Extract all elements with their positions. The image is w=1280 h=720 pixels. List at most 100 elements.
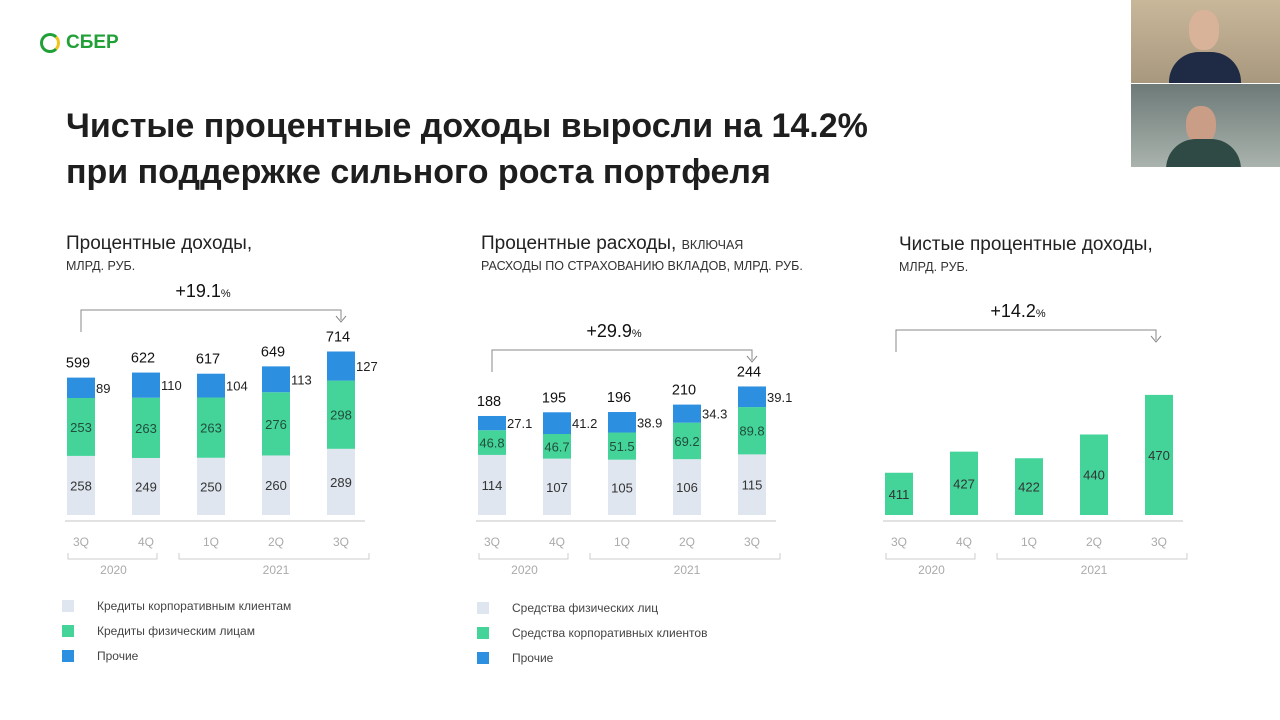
- bar-segment: [543, 412, 571, 435]
- legend-item: Средства физических лиц: [477, 595, 707, 620]
- bar-segment: [197, 397, 225, 458]
- legend-label: Прочие: [512, 650, 554, 665]
- x-tick-label: 1Q: [203, 535, 219, 549]
- bar-segment: [67, 377, 95, 398]
- chart2-title-suffix: включая: [681, 238, 744, 252]
- x-tick-label: 3Q: [891, 535, 907, 549]
- data-label: 38.9: [637, 415, 662, 430]
- bar-segment: [262, 366, 290, 393]
- total-label: 599: [66, 356, 90, 372]
- x-tick-label: 1Q: [614, 535, 630, 549]
- data-label: 411: [889, 487, 910, 502]
- person-suit: [1169, 52, 1241, 83]
- data-label: 104: [226, 379, 248, 394]
- person-head: [1186, 106, 1216, 144]
- chart3-title-text: Чистые процентные доходы,: [899, 234, 1153, 255]
- total-label: 188: [477, 394, 501, 410]
- data-label: 263: [200, 421, 222, 436]
- x-tick-label: 3Q: [73, 535, 89, 549]
- year-bracket: [589, 553, 781, 560]
- bar-segment: [673, 459, 701, 515]
- bar-segment: [950, 451, 978, 515]
- year-bracket: [67, 553, 158, 560]
- bar-segment: [132, 457, 160, 515]
- x-tick-label: 4Q: [138, 535, 154, 549]
- total-label: 649: [261, 344, 285, 360]
- chart1-title: Процентные доходы, МЛРД. РУБ.: [66, 233, 252, 273]
- data-label: 422: [1018, 480, 1040, 495]
- bar-segment: [132, 397, 160, 458]
- total-label: 196: [607, 390, 631, 406]
- bar-segment: [543, 434, 571, 459]
- chart2-subtitle: расходы по страхованию вкладов, млрд. ру…: [481, 259, 803, 273]
- legend-label: Средства корпоративных клиентов: [512, 625, 708, 640]
- bar-segment: [327, 448, 355, 515]
- bar-segment: [738, 407, 766, 455]
- data-label: 250: [200, 479, 222, 494]
- legend-item: Кредиты физическим лицам: [62, 618, 291, 643]
- growth-label: +19.1%: [175, 281, 231, 301]
- bar-segment: [197, 457, 225, 515]
- bar-segment: [1145, 394, 1173, 515]
- year-label: 2020: [918, 563, 945, 577]
- legend-label: Кредиты физическим лицам: [97, 623, 255, 638]
- x-tick-label: 3Q: [484, 535, 500, 549]
- year-label: 2021: [674, 563, 701, 577]
- bar-segment: [608, 412, 636, 433]
- bar-segment: [885, 472, 913, 515]
- total-label: 195: [542, 390, 566, 406]
- data-label: 114: [482, 478, 503, 493]
- bar-segment: [673, 422, 701, 460]
- x-tick-label: 3Q: [744, 535, 760, 549]
- bar-segment: [327, 380, 355, 449]
- growth-arrow-icon: [895, 329, 1162, 352]
- bar-segment: [1080, 434, 1108, 515]
- person-head: [1189, 10, 1219, 50]
- data-label: 46.7: [544, 439, 569, 454]
- growth-label: +29.9%: [586, 321, 642, 341]
- legend-label: Кредиты корпоративным клиентам: [97, 598, 292, 613]
- bar-segment: [478, 415, 506, 431]
- growth-label: +14.2%: [990, 301, 1046, 321]
- data-label: 258: [70, 478, 92, 493]
- data-label: 470: [1148, 448, 1170, 463]
- data-label: 253: [70, 420, 92, 435]
- x-tick-label: 2Q: [679, 535, 695, 549]
- data-label: 27.1: [507, 416, 532, 431]
- bar-segment: [327, 351, 355, 381]
- total-label: 617: [196, 352, 220, 368]
- year-label: 2021: [1081, 563, 1108, 577]
- data-label: 46.8: [479, 436, 504, 451]
- growth-arrow-icon: [80, 309, 347, 332]
- data-label: 51.5: [609, 439, 634, 454]
- year-label: 2020: [100, 563, 127, 577]
- data-label: 106: [676, 480, 698, 495]
- chart3-subtitle: МЛРД. РУБ.: [899, 260, 969, 274]
- x-tick-label: 1Q: [1021, 535, 1037, 549]
- legend-label: Прочие: [97, 648, 139, 663]
- video-tile-participant[interactable]: [1131, 84, 1280, 167]
- data-label: 34.3: [702, 407, 727, 422]
- chart1-subtitle: МЛРД. РУБ.: [66, 259, 136, 273]
- bar-segment: [608, 459, 636, 515]
- growth-unit: %: [221, 288, 231, 300]
- legend-item: Средства корпоративных клиентов: [477, 620, 707, 645]
- data-label: 289: [330, 475, 352, 490]
- year-bracket: [478, 553, 569, 560]
- title-line-2: при поддержке сильного роста портфеля: [66, 153, 771, 191]
- data-label: 107: [546, 480, 568, 495]
- data-label: 115: [742, 478, 763, 493]
- year-bracket: [178, 553, 370, 560]
- legend-item: Кредиты корпоративным клиентам: [62, 593, 291, 618]
- bar-segment: [738, 454, 766, 515]
- sber-logo-icon: [40, 33, 60, 53]
- bar-segment: [67, 397, 95, 456]
- video-tile-presenter[interactable]: [1131, 0, 1280, 83]
- chart2-legend: Средства физических лиц Средства корпора…: [477, 595, 707, 670]
- chart1-legend: Кредиты корпоративным клиентам Кредиты ф…: [62, 593, 291, 668]
- x-tick-label: 2Q: [268, 535, 284, 549]
- legend-swatch: [477, 651, 489, 664]
- legend-swatch: [477, 601, 489, 614]
- chart3-title: Чистые процентные доходы, МЛРД. РУБ.: [899, 234, 1153, 274]
